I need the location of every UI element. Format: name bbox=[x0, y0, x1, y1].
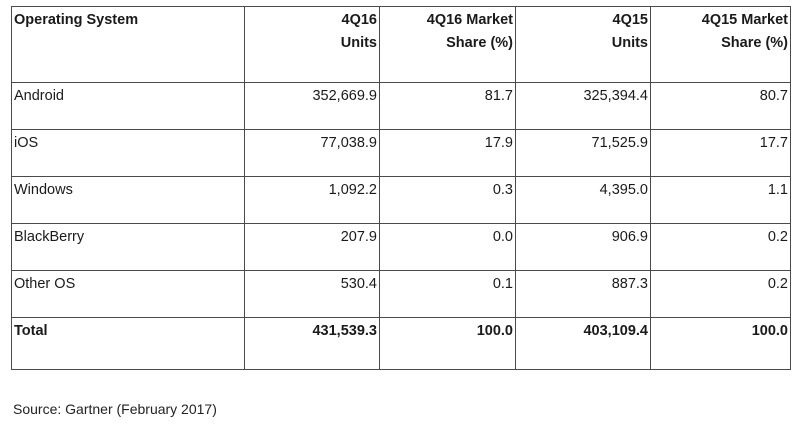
table-row: BlackBerry 207.9 0.0 906.9 0.2 bbox=[11, 223, 791, 271]
table-row: Other OS 530.4 0.1 887.3 0.2 bbox=[11, 270, 791, 318]
header-4q15-units: 4Q15 Units bbox=[515, 6, 651, 83]
header-line: Operating System bbox=[14, 12, 139, 28]
cell-4q16-share: 0.1 bbox=[379, 270, 516, 318]
table-row: Android 352,669.9 81.7 325,394.4 80.7 bbox=[11, 82, 791, 130]
cell-4q16-units: 77,038.9 bbox=[244, 129, 380, 177]
header-line: Share (%) bbox=[446, 35, 513, 51]
cell-total-4q16-share: 100.0 bbox=[379, 317, 516, 370]
cell-4q16-share: 0.0 bbox=[379, 223, 516, 271]
header-4q16-market-share: 4Q16 Market Share (%) bbox=[379, 6, 516, 83]
header-line: 4Q16 Market bbox=[426, 12, 513, 28]
cell-os-name: Windows bbox=[11, 176, 245, 224]
header-operating-system: Operating System bbox=[11, 6, 245, 83]
cell-os-name: Android bbox=[11, 82, 245, 130]
cell-4q15-units: 906.9 bbox=[515, 223, 651, 271]
cell-total-4q16-units: 431,539.3 bbox=[244, 317, 380, 370]
cell-4q16-units: 1,092.2 bbox=[244, 176, 380, 224]
table-row: iOS 77,038.9 17.9 71,525.9 17.7 bbox=[11, 129, 791, 177]
total-row: Total 431,539.3 100.0 403,109.4 100.0 bbox=[11, 317, 791, 370]
table-row: Windows 1,092.2 0.3 4,395.0 1.1 bbox=[11, 176, 791, 224]
cell-os-name: Other OS bbox=[11, 270, 245, 318]
cell-os-name: iOS bbox=[11, 129, 245, 177]
cell-4q16-share: 0.3 bbox=[379, 176, 516, 224]
cell-total-4q15-share: 100.0 bbox=[650, 317, 791, 370]
source-note: Source: Gartner (February 2017) bbox=[13, 401, 217, 417]
cell-4q15-share: 80.7 bbox=[650, 82, 791, 130]
cell-4q16-share: 17.9 bbox=[379, 129, 516, 177]
header-line: Units bbox=[611, 35, 648, 51]
cell-4q15-share: 0.2 bbox=[650, 270, 791, 318]
cell-4q15-units: 71,525.9 bbox=[515, 129, 651, 177]
cell-4q15-units: 4,395.0 bbox=[515, 176, 651, 224]
cell-4q16-units: 352,669.9 bbox=[244, 82, 380, 130]
cell-4q15-units: 325,394.4 bbox=[515, 82, 651, 130]
market-share-table-container: Operating System 4Q16 Units 4Q16 Market … bbox=[11, 6, 791, 370]
cell-total-4q15-units: 403,109.4 bbox=[515, 317, 651, 370]
cell-total-label: Total bbox=[11, 317, 245, 370]
cell-4q16-share: 81.7 bbox=[379, 82, 516, 130]
header-line: Units bbox=[340, 35, 377, 51]
table-header-row: Operating System 4Q16 Units 4Q16 Market … bbox=[11, 6, 791, 83]
header-line: 4Q16 bbox=[341, 12, 377, 28]
cell-4q16-units: 530.4 bbox=[244, 270, 380, 318]
cell-4q15-units: 887.3 bbox=[515, 270, 651, 318]
cell-os-name: BlackBerry bbox=[11, 223, 245, 271]
header-line: 4Q15 bbox=[612, 12, 648, 28]
cell-4q16-units: 207.9 bbox=[244, 223, 380, 271]
header-4q16-units: 4Q16 Units bbox=[244, 6, 380, 83]
cell-4q15-share: 0.2 bbox=[650, 223, 791, 271]
header-4q15-market-share: 4Q15 Market Share (%) bbox=[650, 6, 791, 83]
cell-4q15-share: 1.1 bbox=[650, 176, 791, 224]
header-line: 4Q15 Market bbox=[701, 12, 788, 28]
cell-4q15-share: 17.7 bbox=[650, 129, 791, 177]
header-line: Share (%) bbox=[721, 35, 788, 51]
market-share-table: Operating System 4Q16 Units 4Q16 Market … bbox=[11, 6, 791, 370]
